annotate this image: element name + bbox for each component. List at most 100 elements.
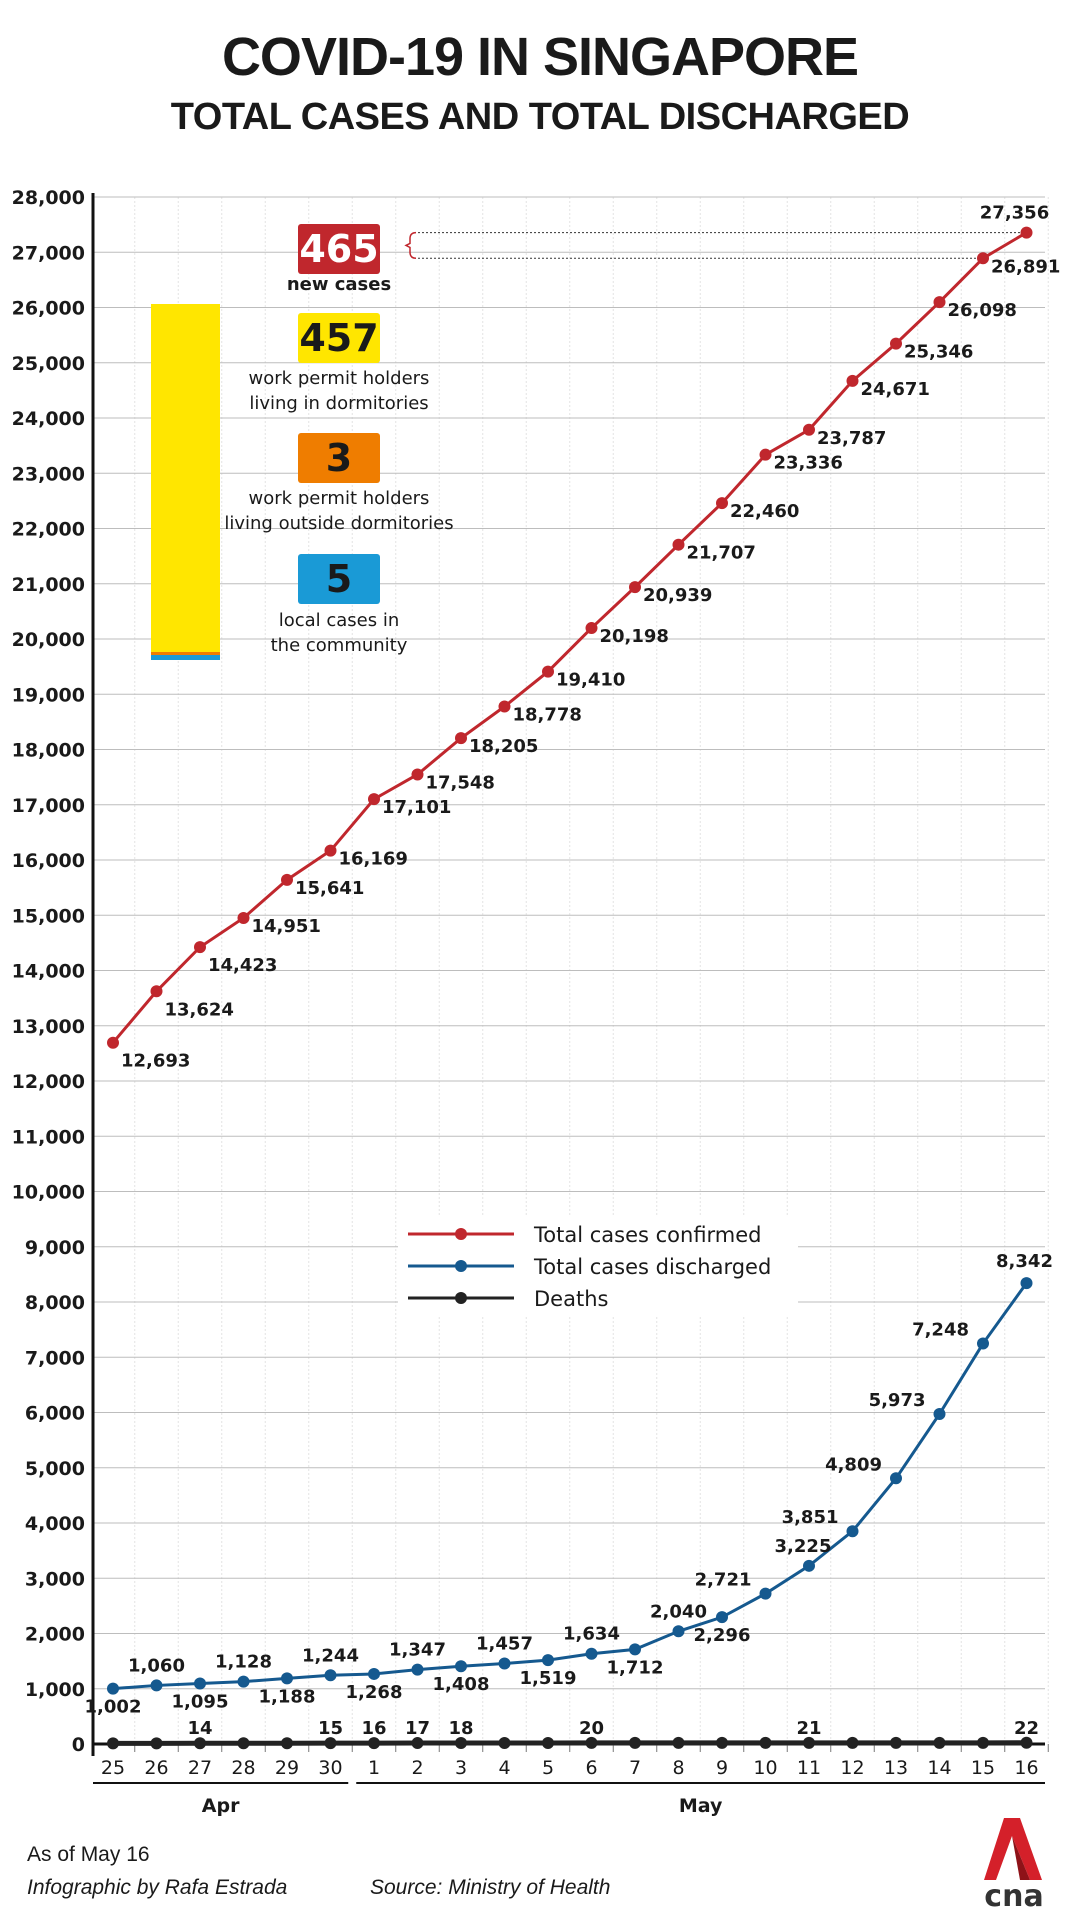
data-point <box>672 1625 685 1638</box>
data-point <box>498 1737 511 1750</box>
x-tick-label: 7 <box>629 1757 641 1779</box>
caption-line: living outside dormitories <box>224 513 454 534</box>
data-point <box>542 665 554 678</box>
data-label: 26,098 <box>948 300 1017 321</box>
data-label: 2,040 <box>650 1601 707 1622</box>
data-point <box>846 374 859 387</box>
data-label: 22 <box>1014 1718 1039 1739</box>
x-tick-label: 14 <box>927 1757 951 1779</box>
data-label: 14,951 <box>252 916 321 937</box>
data-label: 22,460 <box>730 501 799 522</box>
data-label: 4,809 <box>825 1454 882 1475</box>
data-point <box>455 1660 467 1673</box>
data-point <box>324 1737 337 1750</box>
data-point <box>107 1682 119 1695</box>
y-tick-label: 13,000 <box>12 1016 85 1038</box>
x-tick-label: 11 <box>797 1757 821 1779</box>
y-tick-label: 14,000 <box>12 961 85 983</box>
data-point <box>716 1611 728 1624</box>
outside-dormitory-cases-box: 3 <box>298 433 380 483</box>
data-point <box>1020 226 1033 239</box>
dormitory-cases-label: work permit holders living in dormitories <box>179 366 499 416</box>
data-label: 3,851 <box>782 1507 839 1528</box>
data-label: 17,548 <box>426 772 495 793</box>
data-label: 21,707 <box>687 543 756 564</box>
data-label: 20,198 <box>600 626 669 647</box>
x-tick-label: 8 <box>672 1757 684 1779</box>
data-point <box>846 1525 859 1538</box>
data-label: 1,347 <box>389 1640 446 1661</box>
caption-line: local cases in <box>278 610 400 631</box>
data-point <box>324 844 337 857</box>
data-label: 1,002 <box>85 1697 142 1718</box>
data-point <box>629 1643 641 1656</box>
data-label: 20,939 <box>643 585 712 606</box>
data-label: 8,342 <box>996 1251 1053 1272</box>
data-point <box>933 296 946 309</box>
x-tick-label: 15 <box>971 1757 995 1779</box>
y-tick-label: 28,000 <box>12 187 85 209</box>
data-point <box>150 1679 163 1692</box>
x-tick-label: 27 <box>188 1757 212 1779</box>
caption-line: work permit holders <box>248 488 430 509</box>
data-label: 25,346 <box>904 342 973 363</box>
caption-line: work permit holders <box>248 368 430 389</box>
caption-line: the community <box>270 635 408 656</box>
legend: Total cases confirmed Total cases dischar… <box>398 1216 798 1316</box>
data-point <box>629 1736 641 1749</box>
data-point <box>411 1663 424 1676</box>
data-label: 27,356 <box>980 203 1049 224</box>
data-label: 26,891 <box>991 256 1060 277</box>
data-label: 21 <box>796 1718 821 1739</box>
community-cases-label: local cases in the community <box>179 608 499 658</box>
x-tick-label: 4 <box>498 1757 510 1779</box>
data-label: 1,268 <box>346 1682 403 1703</box>
y-tick-label: 5,000 <box>25 1458 85 1480</box>
data-point <box>585 1736 598 1749</box>
data-label: 12,693 <box>121 1051 190 1072</box>
series-line <box>113 1740 1027 1746</box>
data-label: 1,519 <box>520 1668 577 1689</box>
data-point <box>150 1737 163 1750</box>
data-point <box>803 1736 815 1749</box>
data-point <box>933 1407 946 1420</box>
data-point <box>803 423 815 436</box>
data-point <box>281 873 293 886</box>
y-tick-label: 27,000 <box>12 242 85 264</box>
data-label: 1,634 <box>563 1624 620 1645</box>
data-point <box>237 1737 250 1750</box>
community-cases-box: 5 <box>298 554 380 604</box>
chart-title: COVID-19 IN SINGAPORE <box>221 27 859 87</box>
data-label: 1,060 <box>128 1655 185 1676</box>
data-point <box>411 768 424 781</box>
x-tick-label: 12 <box>840 1757 864 1779</box>
data-point <box>585 622 598 635</box>
data-label: 2,721 <box>695 1570 752 1591</box>
new-cases-label: new cases <box>286 274 392 295</box>
outside-dormitory-cases-label: work permit holders living outside dormit… <box>179 486 499 536</box>
x-tick-label: 6 <box>585 1757 597 1779</box>
x-tick-label: 28 <box>231 1757 255 1779</box>
data-label: 18,205 <box>469 736 538 757</box>
data-point <box>368 1667 380 1680</box>
data-point <box>542 1654 554 1667</box>
data-label: 16 <box>361 1718 386 1739</box>
x-tick-label: 1 <box>368 1757 380 1779</box>
y-tick-label: 25,000 <box>12 353 85 375</box>
y-tick-label: 16,000 <box>12 850 85 872</box>
x-tick-label: 25 <box>101 1757 125 1779</box>
data-label: 14 <box>187 1718 212 1739</box>
data-point <box>542 1737 554 1750</box>
data-point <box>455 732 467 745</box>
data-label: 1,128 <box>215 1652 272 1673</box>
y-tick-label: 26,000 <box>12 298 85 320</box>
x-tick-label: 5 <box>542 1757 554 1779</box>
cna-logo: cna <box>984 1818 1044 1908</box>
data-point <box>716 497 728 510</box>
y-tick-label: 6,000 <box>25 1403 85 1425</box>
data-point <box>498 1657 511 1670</box>
x-tick-label: 2 <box>411 1757 423 1779</box>
data-label: 23,336 <box>774 453 843 474</box>
data-point <box>368 1737 380 1750</box>
data-point <box>803 1559 815 1572</box>
